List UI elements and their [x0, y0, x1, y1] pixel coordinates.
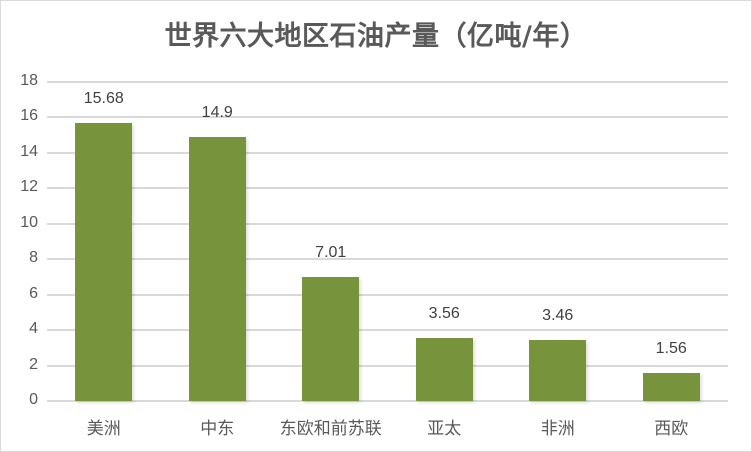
- gridline: [47, 151, 728, 154]
- y-tick-label: 2: [29, 355, 38, 373]
- data-label: 7.01: [315, 243, 347, 261]
- gridline: [47, 400, 728, 402]
- bar: [642, 373, 700, 401]
- data-label: 3.46: [542, 306, 574, 324]
- bar: [188, 136, 246, 401]
- x-tick-label: 中东: [200, 419, 235, 439]
- x-tick-label: 西欧: [654, 419, 689, 439]
- y-tick-label: 14: [20, 142, 38, 160]
- chart-title: 世界六大地区石油产量（亿吨/年）: [164, 21, 588, 52]
- y-tick-label: 16: [20, 107, 38, 125]
- bar: [415, 337, 473, 401]
- data-label: 3.56: [428, 304, 460, 322]
- x-tick-label: 非洲: [540, 419, 575, 439]
- gridline: [47, 81, 728, 83]
- data-label: 15.68: [83, 90, 124, 108]
- gridline: [47, 293, 728, 296]
- y-tick-label: 4: [29, 320, 38, 338]
- x-tick-label: 美洲: [86, 419, 121, 439]
- y-tick-label: 6: [29, 284, 38, 302]
- y-tick-label: 0: [29, 391, 38, 408]
- x-tick-label: 东欧和前苏联: [279, 419, 382, 439]
- data-label: 1.56: [655, 340, 687, 358]
- gridline: [47, 329, 728, 332]
- gridline: [47, 187, 728, 190]
- bar: [529, 339, 587, 401]
- x-tick-label: 亚太: [427, 419, 462, 439]
- bar: [302, 276, 360, 401]
- y-tick-label: 18: [20, 72, 38, 89]
- bar: [75, 123, 133, 401]
- y-tick-label: 8: [29, 249, 38, 267]
- data-label: 14.9: [201, 103, 233, 121]
- y-tick-label: 10: [20, 213, 38, 231]
- plot-area: 15.68 14.9 7.01 3.56 3.46 1.56: [47, 81, 728, 402]
- gridline: [47, 364, 728, 367]
- gridline: [47, 116, 728, 119]
- gridline: [47, 258, 728, 261]
- y-tick-label: 12: [20, 178, 38, 196]
- gridline: [47, 222, 728, 225]
